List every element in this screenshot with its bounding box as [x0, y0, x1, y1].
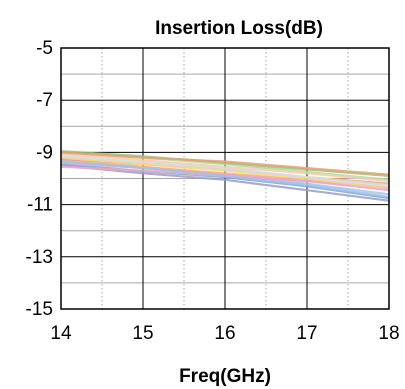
grid-lines: [61, 48, 389, 309]
series-line-9: [60, 155, 390, 187]
series-line-12: [60, 152, 390, 183]
y-tick-label: -15: [26, 299, 53, 320]
x-axis-label: Freq(GHz): [179, 366, 271, 387]
chart-title: Insertion Loss(dB): [155, 18, 323, 39]
x-tick-label: 16: [214, 323, 235, 344]
x-tick-label: 18: [378, 323, 399, 344]
series-line-13: [60, 150, 390, 177]
y-tick-label: -9: [36, 142, 53, 163]
x-tick-label: 17: [296, 323, 317, 344]
y-tick-label: -5: [36, 38, 53, 59]
series-line-1: [60, 164, 390, 202]
series-line-14: [60, 151, 390, 176]
axes: [60, 47, 390, 310]
y-tick-label: -13: [26, 247, 53, 268]
y-tick-labels: -5 -7 -9 -11 -13 -15: [26, 38, 53, 320]
y-tick-label: -7: [36, 90, 53, 111]
x-tick-label: 14: [50, 323, 72, 344]
series-lines: [60, 150, 390, 202]
x-tick-labels: 14 15 16 17 18: [50, 323, 399, 344]
series-line-15: [60, 160, 390, 198]
series-line-7: [60, 156, 390, 190]
plot-area-frame: [60, 47, 390, 310]
y-tick-label: -11: [27, 195, 53, 216]
x-tick-label: 15: [132, 323, 153, 344]
